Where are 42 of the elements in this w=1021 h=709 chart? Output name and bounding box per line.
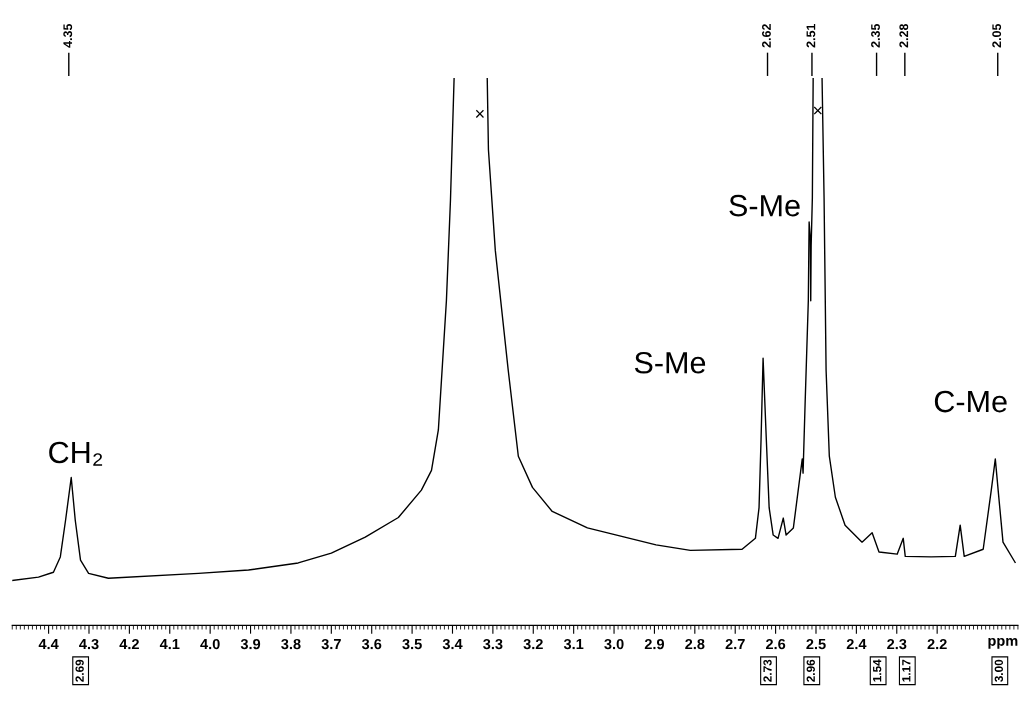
ref-line-label: 2.28 — [899, 23, 909, 48]
text: 1.54 — [873, 659, 882, 682]
x-axis-title: ppm — [988, 637, 1018, 649]
x-tick-label: 4.3 — [79, 638, 99, 650]
annotation: CH₂ — [49, 441, 103, 466]
ref-line-label: 2.62 — [762, 24, 771, 48]
x-tick-label: 2.7 — [725, 638, 745, 650]
x-tick-label: 2.9 — [644, 638, 665, 650]
text: 2.96 — [806, 659, 815, 682]
x-tick-label: 4.4 — [38, 639, 59, 650]
x-tick-label: 4.0 — [200, 638, 220, 650]
x-tick-label: 3.0 — [604, 638, 624, 650]
text: 1.17 — [902, 659, 911, 682]
annotation: S-Me — [729, 194, 800, 217]
x-tick-label: 3.1 — [563, 638, 584, 650]
annotation: × — [813, 106, 822, 115]
annotation: C-Me — [934, 390, 1007, 413]
x-tick-label: 2.3 — [887, 638, 907, 650]
text: 2.73 — [763, 659, 772, 682]
ref-line-label: 2.35 — [871, 23, 880, 48]
x-tick-label: 4.1 — [159, 639, 180, 650]
x-tick-label: 3.3 — [483, 638, 503, 650]
ref-line-label: 2.51 — [806, 23, 816, 48]
annotation: × — [475, 109, 484, 118]
annotation: S-Me — [634, 351, 706, 374]
x-tick-label: 2.2 — [927, 638, 947, 650]
x-tick-label: 3.8 — [281, 638, 301, 650]
ref-line-label: 2.05 — [992, 23, 1002, 48]
x-tick-label: 3.5 — [402, 638, 422, 650]
text: 3.00 — [994, 659, 1004, 682]
x-tick-label: 2.5 — [806, 638, 826, 650]
x-tick-label: 2.4 — [846, 638, 867, 650]
ref-line-label: 4.35 — [63, 23, 73, 48]
x-tick-label: 3.2 — [523, 638, 543, 650]
x-tick-label: 3.7 — [321, 638, 341, 650]
x-tick-label: 3.9 — [240, 638, 261, 650]
x-tick-label: 2.8 — [685, 638, 705, 650]
text: 2.69 — [75, 659, 84, 682]
x-tick-label: 2.6 — [765, 638, 786, 650]
x-tick-label: 3.4 — [442, 638, 463, 650]
x-tick-label: 4.2 — [119, 638, 139, 650]
x-tick-label: 3.6 — [361, 638, 382, 650]
